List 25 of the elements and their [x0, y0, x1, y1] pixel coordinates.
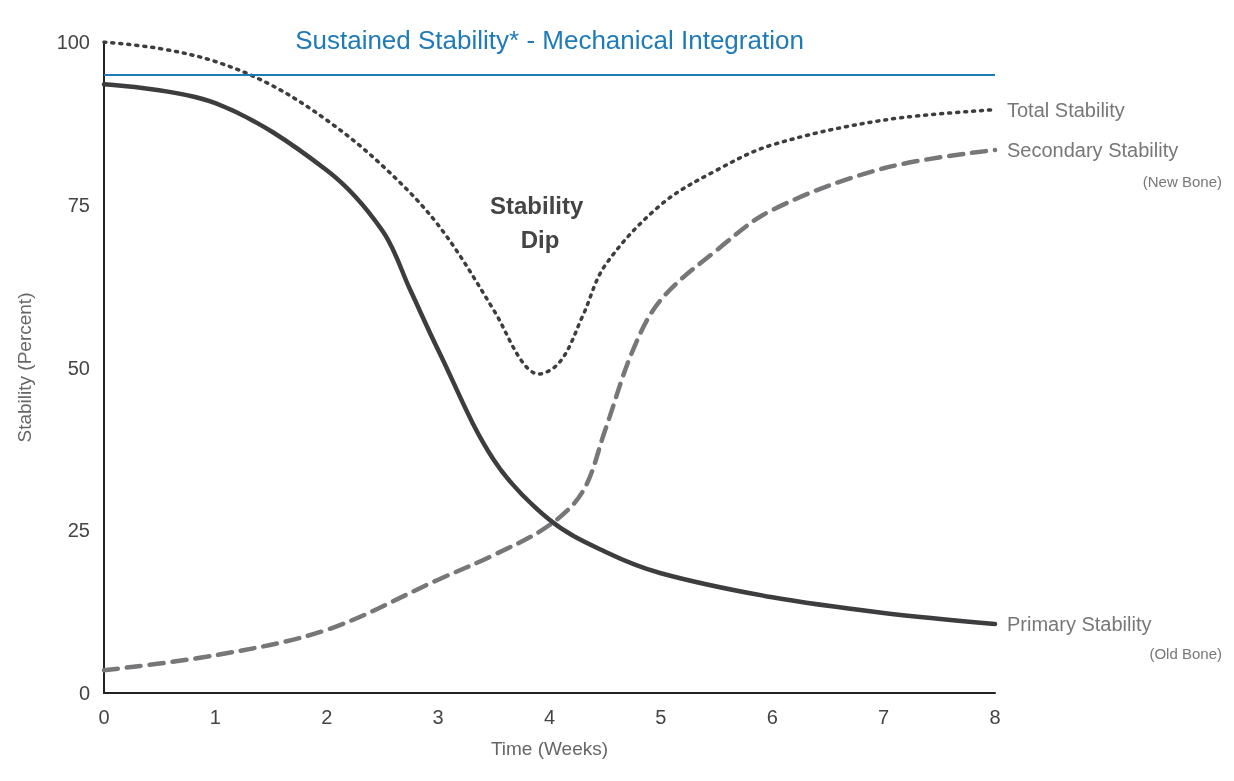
y-tick-label: 100	[56, 31, 90, 53]
x-tick-label: 4	[543, 706, 556, 728]
x-tick-label: 2	[321, 706, 333, 728]
y-tick-label: 75	[67, 193, 90, 216]
y-tick-label: 0	[78, 682, 90, 704]
y-tick-label: 25	[67, 519, 90, 542]
line-series	[101, 147, 998, 673]
x-axis-title: Time (Weeks)	[490, 738, 609, 759]
x-tick-label: 5	[655, 706, 667, 728]
y-axis-title: Stability (Percent)	[14, 292, 35, 443]
x-tick-label: 3	[432, 706, 444, 728]
text: (Old Bone)	[1149, 644, 1222, 662]
x-tick-label: 1	[209, 706, 221, 728]
x-tick-label: 0	[98, 706, 110, 728]
series-label: Secondary Stability	[1007, 139, 1179, 162]
x-tick-label: 7	[878, 706, 890, 728]
text: (New Bone)	[1142, 172, 1222, 190]
series-label: Primary Stability	[1007, 612, 1152, 635]
annotation: Stability Dip	[489, 191, 591, 253]
x-tick-label: 6	[766, 706, 778, 728]
line-series	[101, 82, 998, 627]
ref-line-label: Sustained Stability* - Mechanical Integration	[295, 24, 804, 55]
y-tick-label: 50	[67, 356, 90, 379]
series-label: Total Stability	[1007, 98, 1125, 121]
x-tick-label: 8	[989, 706, 1001, 728]
